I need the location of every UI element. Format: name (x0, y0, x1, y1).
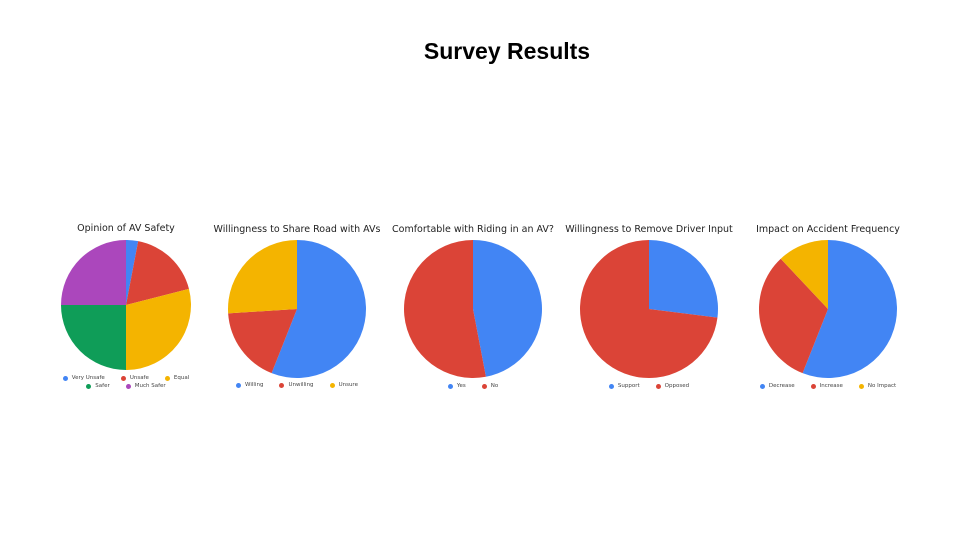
legend-item-equal: Equal (164, 375, 190, 381)
legend-label: Opposed (664, 383, 690, 389)
pie-chart-impact-on-accident-frequency (759, 240, 897, 378)
pie-slice-opposed (580, 240, 718, 378)
legend-label: Safer (95, 383, 110, 389)
legend-label: Equal (173, 375, 190, 381)
legend-item-willing: Willing (236, 382, 263, 388)
legend-item-much-safer: Much Safer (125, 383, 166, 389)
legend-item-unsure: Unsure (329, 382, 358, 388)
legend-item-support: Support (608, 383, 640, 389)
legend-dot-icon (86, 383, 92, 389)
pie-slice-yes (473, 240, 542, 377)
chart-legend: Decrease Increase No Impact (733, 383, 923, 391)
chart-title: Impact on Accident Frequency (756, 224, 900, 235)
legend-label: Increase (819, 383, 843, 389)
legend-label: Decrease (768, 383, 795, 389)
legend-label: Support (617, 383, 640, 389)
legend-dot-icon (279, 382, 285, 388)
chart-legend: Willing Unwilling Unsure (202, 382, 392, 390)
legend-dot-icon (329, 382, 335, 388)
pie-slice-no-impact (780, 240, 828, 309)
legend-item-unsafe: Unsafe (120, 375, 149, 381)
legend-dot-icon (655, 383, 661, 389)
page-title: Survey Results (423, 38, 591, 64)
pie-chart-opinion-of-av-safety (61, 240, 191, 370)
legend-dot-icon (62, 375, 68, 381)
legend-label: Willing (245, 382, 264, 388)
chart-title: Opinion of AV Safety (77, 223, 175, 234)
legend-dot-icon (810, 383, 816, 389)
legend-label: Unwilling (288, 382, 314, 388)
pie-slice-no (404, 240, 486, 378)
legend-dot-icon (858, 383, 864, 389)
legend-label: Yes (456, 383, 466, 389)
legend-label: No (490, 383, 499, 389)
pie-slice-decrease (802, 240, 897, 378)
legend-item-very-unsafe: Very Unsafe (62, 375, 105, 381)
legend-item-opposed: Opposed (655, 383, 690, 389)
legend-item-no: No (481, 383, 499, 389)
legend-label: Much Safer (134, 383, 166, 389)
chart-legend: Very Unsafe Unsafe Equal (31, 375, 221, 383)
legend-label: Unsafe (129, 375, 149, 381)
pie-slice-support (649, 240, 718, 318)
legend-dot-icon (120, 375, 126, 381)
pie-chart-willingness-to-share-road-with-avs (228, 240, 366, 378)
pie-slice-unsure (228, 240, 297, 314)
pie-slice-unwilling (228, 309, 297, 374)
pie-slice-equal (126, 288, 191, 370)
legend-dot-icon (164, 375, 170, 381)
legend-item-no-impact: No Impact (858, 383, 897, 389)
legend-item-decrease: Decrease (759, 383, 795, 389)
legend-dot-icon (759, 383, 765, 389)
legend-dot-icon (447, 383, 453, 389)
legend-dot-icon (481, 383, 487, 389)
pie-slice-safer (61, 305, 126, 370)
chart-legend: Support Opposed (554, 383, 744, 391)
legend-item-yes: Yes (447, 383, 466, 389)
legend-label: Very Unsafe (71, 375, 105, 381)
pie-chart-willingness-to-remove-driver-input (580, 240, 718, 378)
legend-item-increase: Increase (810, 383, 843, 389)
legend-item-safer: Safer (86, 383, 110, 389)
chart-title: Willingness to Share Road with AVs (213, 224, 381, 235)
chart-title: Willingness to Remove Driver Input (565, 224, 733, 235)
chart-legend: Safer Much Safer (31, 383, 221, 391)
pie-slice-increase (759, 258, 828, 374)
pie-slice-very-unsafe (126, 240, 139, 305)
legend-dot-icon (608, 383, 614, 389)
pie-chart-comfortable-with-riding-in-an-av (404, 240, 542, 378)
legend-dot-icon (125, 383, 131, 389)
chart-legend: Yes No (378, 383, 568, 391)
pie-slice-unsafe (126, 241, 189, 305)
chart-title: Comfortable with Riding in an AV? (392, 224, 554, 235)
legend-dot-icon (236, 382, 242, 388)
pie-slice-much-safer (61, 240, 126, 305)
legend-item-unwilling: Unwilling (279, 382, 314, 388)
legend-label: No Impact (867, 383, 897, 389)
legend-label: Unsure (338, 382, 358, 388)
pie-slice-willing (271, 240, 366, 378)
